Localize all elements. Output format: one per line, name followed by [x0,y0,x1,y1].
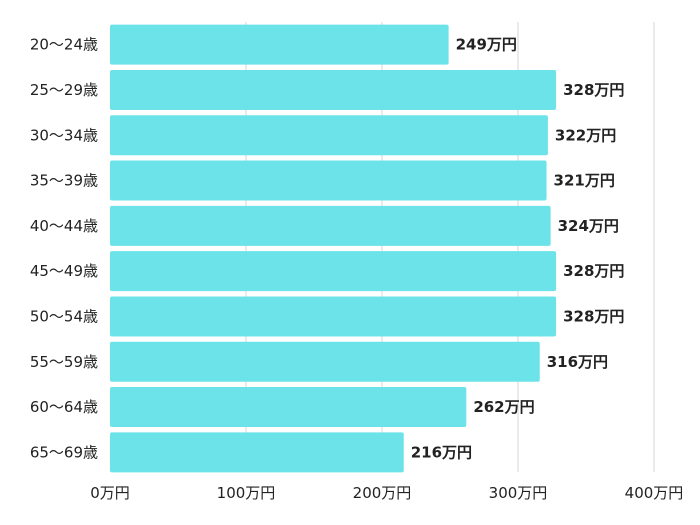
value-label: 316万円 [547,353,608,371]
category-label: 30〜34歳 [30,126,98,144]
category-label: 55〜59歳 [30,353,98,371]
value-label: 262万円 [473,398,534,416]
category-label: 50〜54歳 [30,307,98,325]
category-label: 20〜24歳 [30,36,98,54]
bar [110,24,449,65]
value-label: 249万円 [456,36,517,54]
bar [110,160,547,201]
bar [110,387,467,428]
category-label: 25〜29歳 [30,81,98,99]
value-label: 321万円 [554,172,615,190]
value-label: 328万円 [563,262,624,280]
bar [110,205,551,246]
bar [110,432,404,473]
x-axis-tick-labels: 0万円 100万円 200万円 300万円 400万円 [90,484,683,502]
category-labels: 20〜24歳 25〜29歳 30〜34歳 35〜39歳 40〜44歳 45〜49歳 50〜5… [30,36,98,462]
category-label: 60〜64歳 [30,398,98,416]
x-tick-label: 200万円 [353,484,412,502]
category-label: 65〜69歳 [30,443,98,461]
bar [110,251,557,292]
bar [110,296,557,337]
bar [110,69,557,110]
bar [110,115,548,156]
bar [110,341,540,382]
category-label: 45〜49歳 [30,262,98,280]
x-tick-label: 0万円 [90,484,130,502]
value-label: 328万円 [563,307,624,325]
value-label: 216万円 [411,443,472,461]
category-label: 35〜39歳 [30,172,98,190]
value-label: 322万円 [555,126,616,144]
x-tick-label: 300万円 [489,484,548,502]
x-tick-label: 400万円 [625,484,684,502]
value-labels: 249万円 328万円 322万円 321万円 324万円 328万円 328万円 316万円… [411,36,625,462]
value-label: 328万円 [563,81,624,99]
category-label: 40〜44歳 [30,217,98,235]
bars [110,24,557,473]
x-tick-label: 100万円 [217,484,276,502]
value-label: 324万円 [558,217,619,235]
